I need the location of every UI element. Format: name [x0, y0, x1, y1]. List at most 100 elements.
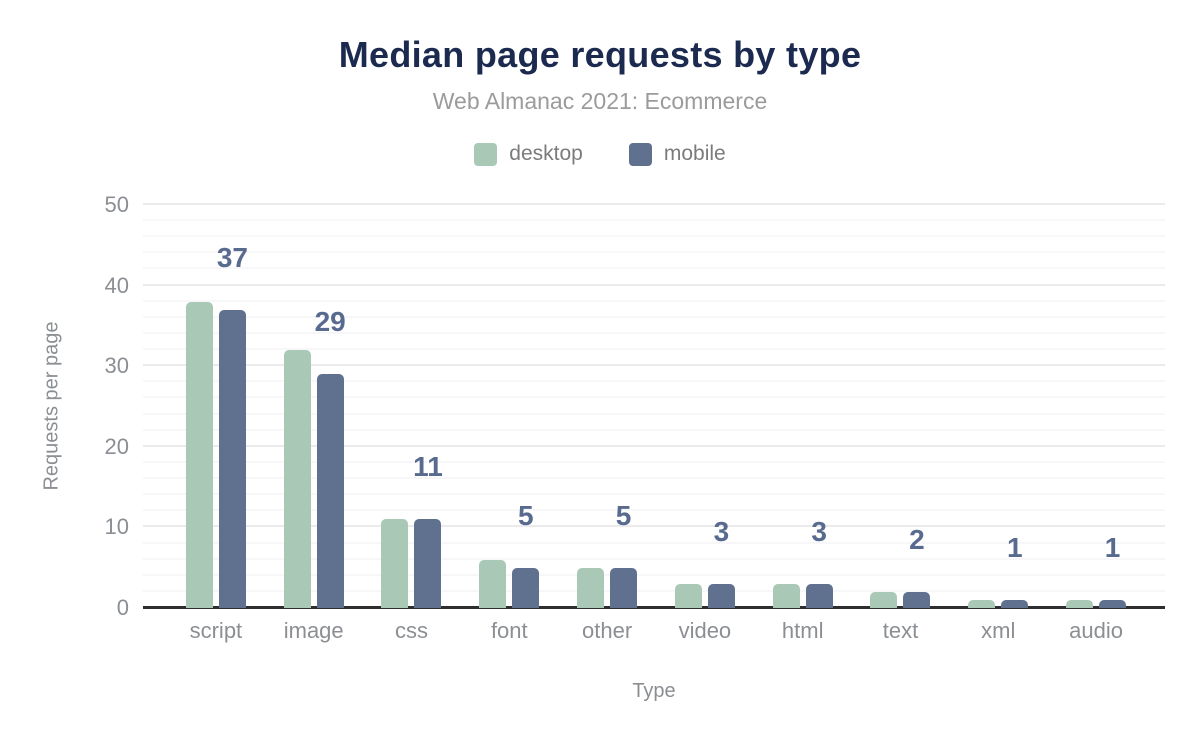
minor-gridline: [143, 299, 1165, 302]
bar-slot: [479, 205, 507, 608]
legend-item-mobile: mobile: [628, 142, 726, 166]
y-axis-title: Requests per page: [40, 321, 63, 491]
bar-desktop-audio[interactable]: [1066, 599, 1094, 608]
bar-group-other: 5: [558, 205, 656, 608]
bar-value-label: 5: [517, 499, 534, 531]
bar-value-label: 1: [1006, 531, 1023, 563]
bar-value-label: 3: [811, 515, 827, 547]
bar-mobile-audio[interactable]: [1099, 599, 1127, 608]
chart-title: Median page requests by type: [338, 34, 862, 75]
minor-gridline: [143, 412, 1165, 415]
bar-desktop-xml[interactable]: [968, 599, 996, 608]
major-gridline: [143, 444, 1165, 447]
bar-mobile-html[interactable]: [805, 583, 833, 608]
bar-slot: 2: [903, 205, 931, 608]
minor-gridline: [143, 477, 1165, 480]
category-label-audio: audio: [1069, 618, 1123, 643]
bar-value-label: 29: [314, 306, 346, 338]
bar-desktop-css[interactable]: [381, 519, 409, 608]
bar-desktop-video[interactable]: [674, 583, 702, 608]
x-axis-title: Type: [632, 680, 676, 702]
bar-desktop-image[interactable]: [283, 350, 311, 608]
minor-gridline: [143, 331, 1165, 334]
category-label-other: other: [582, 618, 633, 643]
bar-mobile-script[interactable]: [218, 309, 246, 608]
minor-gridline: [143, 396, 1165, 399]
bar-slot: [381, 205, 409, 608]
bar-slot: 1: [1099, 205, 1127, 608]
bar-slot: 3: [707, 205, 735, 608]
category-label-html: html: [781, 618, 824, 643]
minor-gridline: [143, 557, 1165, 560]
bar-value-label: 3: [713, 515, 730, 547]
minor-gridline: [143, 348, 1165, 351]
bar-value-label: 2: [909, 523, 925, 555]
bar-mobile-css[interactable]: [414, 519, 442, 608]
bar-desktop-script[interactable]: [185, 301, 213, 608]
bar-slot: 5: [512, 205, 540, 608]
minor-gridline: [143, 460, 1165, 463]
bar-value-label: 37: [216, 241, 248, 273]
bar-desktop-text[interactable]: [870, 591, 898, 608]
minor-gridline: [143, 315, 1165, 318]
category-label-xml: xml: [981, 618, 1016, 643]
x-axis-line: [143, 606, 1165, 609]
bar-mobile-font[interactable]: [512, 567, 540, 608]
bar-desktop-font[interactable]: [479, 559, 507, 608]
bar-group-audio: 1: [1047, 205, 1145, 608]
plot-area: 37 29 11 5 5 3 3 2 1 1 0 10 20 30 40 50: [105, 194, 1165, 619]
bar-mobile-image[interactable]: [316, 374, 344, 608]
bar-slot: 1: [1001, 205, 1029, 608]
category-label-video: video: [678, 618, 732, 643]
bar-slot: [870, 205, 898, 608]
bar-slot: [968, 205, 996, 608]
y-tick-label: 30: [104, 353, 129, 379]
bar-mobile-xml[interactable]: [1001, 599, 1029, 608]
legend-swatch-desktop: [474, 142, 498, 166]
bar-mobile-other[interactable]: [610, 567, 638, 608]
x-axis-labels: script image css font other video html text xml a…: [167, 618, 1145, 644]
minor-gridline: [143, 509, 1165, 512]
major-gridline: [143, 203, 1165, 205]
bar-group-xml: 1: [949, 205, 1047, 608]
bar-group-html: 3: [754, 205, 852, 608]
bar-slot: 5: [610, 205, 638, 608]
bar-slot: [283, 205, 311, 608]
bar-group-video: 3: [656, 205, 754, 608]
legend-label-desktop: desktop: [509, 142, 583, 165]
y-tick-label: 40: [104, 272, 129, 298]
bars-container: 37 29 11 5 5 3 3 2 1 1: [167, 205, 1145, 608]
bar-slot: [577, 205, 605, 608]
bar-slot: [1066, 205, 1094, 608]
bar-slot: [185, 205, 213, 608]
bar-slot: 3: [805, 205, 833, 608]
bar-group-font: 5: [460, 205, 558, 608]
bar-mobile-text[interactable]: [903, 591, 931, 608]
category-label-css: css: [394, 618, 428, 643]
y-tick-label: 50: [104, 192, 129, 217]
y-tick-label: 0: [116, 595, 129, 620]
bar-value-label: 5: [615, 499, 632, 531]
category-label-script: script: [189, 618, 243, 643]
major-gridline: [143, 364, 1165, 367]
bar-desktop-other[interactable]: [577, 567, 605, 608]
bar-slot: [772, 205, 800, 608]
y-tick-label: 20: [104, 433, 129, 459]
minor-gridline: [143, 380, 1165, 383]
minor-gridline: [143, 589, 1165, 592]
chart-subtitle: Web Almanac 2021: Ecommerce: [432, 88, 768, 114]
bar-slot: 11: [413, 205, 443, 608]
minor-gridline: [143, 267, 1165, 270]
bar-group-script: 37: [167, 205, 265, 608]
minor-gridline: [143, 219, 1165, 222]
category-label-image: image: [283, 618, 344, 643]
minor-gridline: [143, 251, 1165, 254]
bar-mobile-video[interactable]: [707, 583, 735, 608]
bar-group-text: 2: [852, 205, 950, 608]
minor-gridline: [143, 541, 1165, 544]
bar-desktop-html[interactable]: [772, 583, 800, 608]
category-label-font: font: [490, 618, 528, 643]
major-gridline: [143, 283, 1165, 286]
y-tick-label: 10: [104, 514, 129, 540]
